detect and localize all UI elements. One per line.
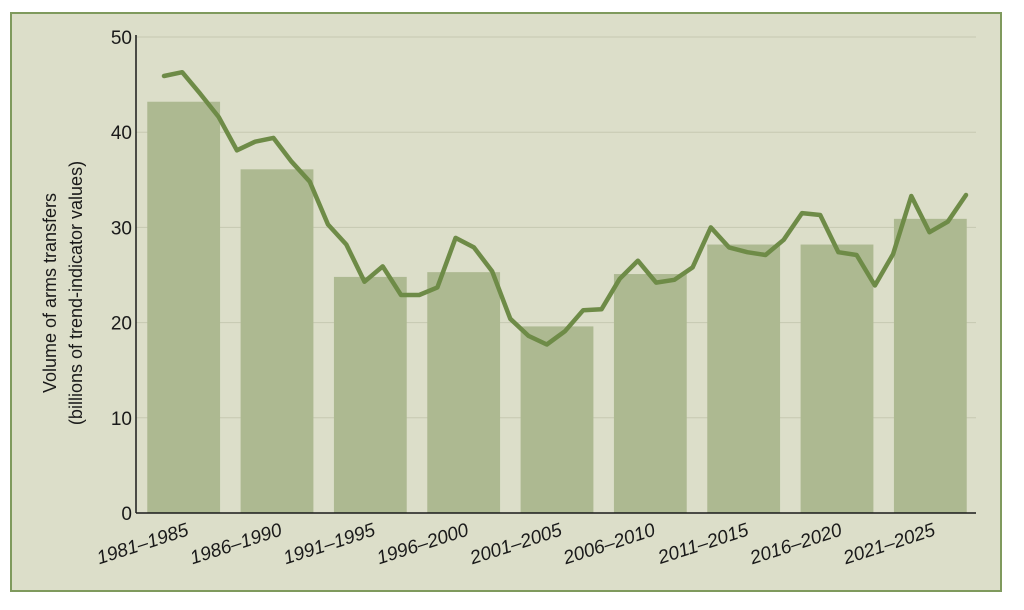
x-tick-label: 1996–2000 (374, 520, 471, 569)
bar (707, 244, 781, 513)
y-tick-label: 10 (111, 409, 132, 430)
bar (520, 326, 594, 513)
caption-strip-cropped (0, 598, 1024, 610)
x-tick-labels: 1981–19851986–19901991–19951996–20002001… (94, 520, 938, 570)
x-tick-label: 1991–1995 (281, 520, 378, 569)
x-tick-label: 2016–2020 (747, 520, 845, 570)
x-tick-label: 1981–1985 (94, 520, 191, 569)
trend-line (161, 69, 969, 347)
y-axis-title-line-2: (billions of trend-indicator values) (66, 161, 86, 425)
bar (333, 276, 407, 513)
bars (147, 101, 967, 514)
y-axis-title-line-1: Volume of arms transfers (40, 193, 60, 393)
x-tick-label: 2011–2015 (655, 520, 752, 569)
x-tick-label: 2006–2010 (560, 520, 658, 570)
trend-line-layer (161, 69, 969, 347)
bar (147, 101, 221, 514)
bar (427, 272, 501, 513)
x-tick-label: 2001–2005 (467, 520, 565, 570)
x-tick-label: 1986–1990 (188, 520, 285, 569)
y-tick-label: 40 (111, 123, 132, 144)
y-tick-labels: 0 10 20 30 40 50 (111, 28, 132, 525)
bar (613, 274, 687, 513)
y-tick-label: 0 (121, 504, 132, 525)
bar (800, 244, 874, 513)
x-tick-label: 2021–2025 (840, 520, 938, 570)
y-tick-label: 20 (111, 314, 132, 335)
axes (135, 35, 976, 514)
y-tick-label: 50 (111, 28, 132, 49)
bar (240, 169, 314, 513)
bar (893, 218, 967, 513)
y-tick-label: 30 (111, 218, 132, 239)
